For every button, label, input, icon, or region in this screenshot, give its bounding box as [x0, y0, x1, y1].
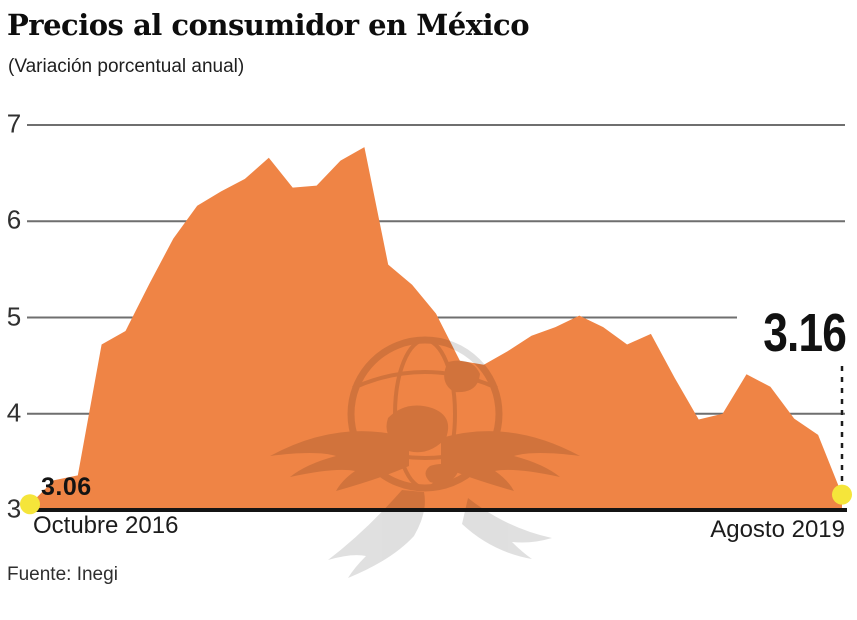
end-value-label: 3.16 — [763, 303, 847, 363]
y-tick-7: 7 — [6, 108, 22, 139]
end-point-marker — [832, 484, 852, 505]
inflation-area-series — [30, 147, 842, 510]
series-area-layer — [30, 147, 842, 510]
x-axis-start-label: Octubre 2016 — [33, 512, 179, 539]
x-axis-end-label: Agosto 2019 — [710, 516, 845, 543]
start-point-marker — [20, 494, 40, 515]
start-value-label: 3.06 — [41, 473, 92, 501]
y-tick-5: 5 — [6, 300, 22, 331]
chart-title: Precios al consumidor en México — [7, 8, 530, 42]
source-note: Fuente: Inegi — [7, 564, 118, 585]
y-tick-3: 3 — [6, 493, 22, 524]
axis-and-annotation-layer — [20, 366, 852, 515]
y-tick-4: 4 — [6, 397, 22, 428]
chart-subtitle: (Variación porcentual anual) — [8, 56, 245, 77]
y-tick-6: 6 — [6, 204, 22, 235]
